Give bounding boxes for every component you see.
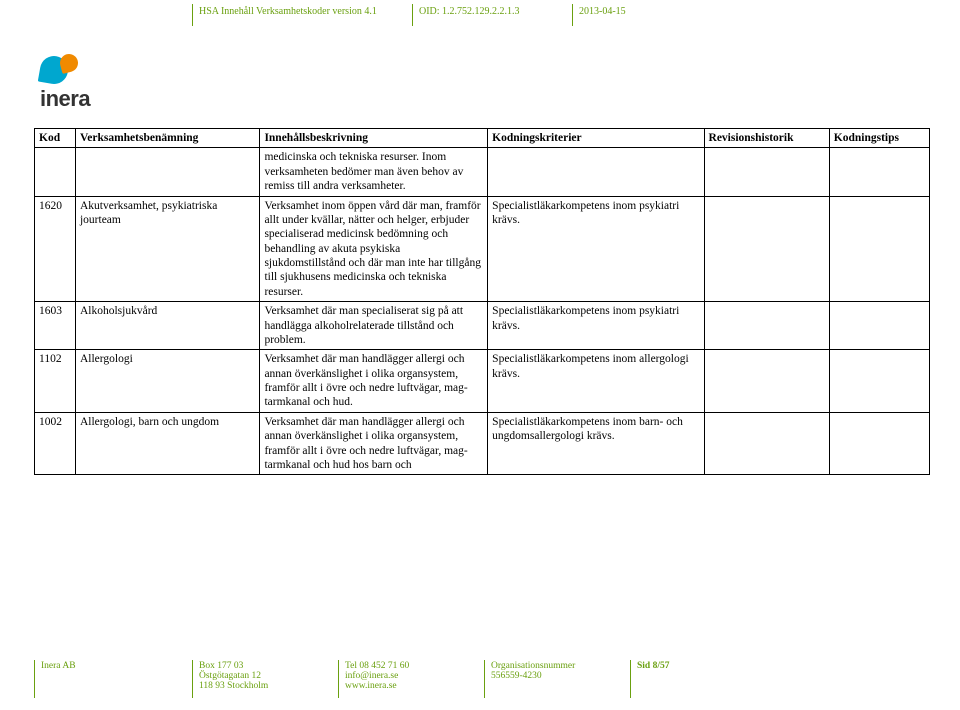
footer-orgnr: Organisationsnummer 556559-4230 [484, 660, 630, 698]
cell-kod: 1620 [35, 196, 76, 302]
header-oid: OID: 1.2.752.129.2.2.1.3 [412, 4, 572, 26]
cell-tips [829, 412, 929, 475]
cell-rev [704, 148, 829, 196]
cell-tips [829, 302, 929, 350]
codes-table: Kod Verksamhetsbenämning Innehållsbeskri… [34, 128, 930, 475]
logo-text: inera [40, 86, 90, 112]
logo-icon [40, 56, 78, 84]
col-inn: Innehållsbeskrivning [260, 129, 488, 148]
col-ben: Verksamhetsbenämning [75, 129, 259, 148]
footer-page: Sid 8/57 [630, 660, 930, 698]
table-row: 1102AllergologiVerksamhet där man handlä… [35, 350, 930, 413]
footer-contact: Tel 08 452 71 60 info@inera.se www.inera… [338, 660, 484, 698]
cell-rev [704, 302, 829, 350]
cell-krit: Specialistläkarkompetens inom psykiatri … [488, 196, 704, 302]
table-header-row: Kod Verksamhetsbenämning Innehållsbeskri… [35, 129, 930, 148]
table-row: medicinska och tekniska resurser. Inom v… [35, 148, 930, 196]
cell-inn: Verksamhet där man handlägger allergi oc… [260, 412, 488, 475]
cell-kod: 1002 [35, 412, 76, 475]
cell-kod [35, 148, 76, 196]
cell-krit: Specialistläkarkompetens inom psykiatri … [488, 302, 704, 350]
cell-ben: Alkoholsjukvård [75, 302, 259, 350]
cell-tips [829, 196, 929, 302]
cell-krit: Specialistläkarkompetens inom barn- och … [488, 412, 704, 475]
table-row: 1603AlkoholsjukvårdVerksamhet där man sp… [35, 302, 930, 350]
cell-ben: Akutverksamhet, psykiatriska jourteam [75, 196, 259, 302]
cell-krit [488, 148, 704, 196]
footer-company: Inera AB [34, 660, 192, 698]
page-header: HSA Innehåll Verksamhetskoder version 4.… [192, 4, 930, 26]
footer-company-name: Inera AB [41, 661, 186, 671]
page-footer: Inera AB Box 177 03 Östgötagatan 12 118 … [34, 660, 930, 698]
cell-ben: Allergologi [75, 350, 259, 413]
cell-ben [75, 148, 259, 196]
table-row: 1002Allergologi, barn och ungdomVerksamh… [35, 412, 930, 475]
cell-inn: Verksamhet inom öppen vård där man, fram… [260, 196, 488, 302]
cell-kod: 1603 [35, 302, 76, 350]
table-row: 1620Akutverksamhet, psykiatriska jourtea… [35, 196, 930, 302]
cell-ben: Allergologi, barn och ungdom [75, 412, 259, 475]
cell-kod: 1102 [35, 350, 76, 413]
col-tips: Kodningstips [829, 129, 929, 148]
cell-inn: medicinska och tekniska resurser. Inom v… [260, 148, 488, 196]
cell-rev [704, 350, 829, 413]
cell-tips [829, 350, 929, 413]
cell-rev [704, 196, 829, 302]
header-date: 2013-04-15 [572, 4, 930, 26]
footer-address: Box 177 03 Östgötagatan 12 118 93 Stockh… [192, 660, 338, 698]
col-kod: Kod [35, 129, 76, 148]
col-rev: Revisionshistorik [704, 129, 829, 148]
cell-inn: Verksamhet där man specialiserat sig på … [260, 302, 488, 350]
cell-tips [829, 148, 929, 196]
cell-inn: Verksamhet där man handlägger allergi oc… [260, 350, 488, 413]
col-krit: Kodningskriterier [488, 129, 704, 148]
cell-krit: Specialistläkarkompetens inom allergolog… [488, 350, 704, 413]
cell-rev [704, 412, 829, 475]
logo: inera [40, 56, 90, 112]
header-doc-title: HSA Innehåll Verksamhetskoder version 4.… [192, 4, 412, 26]
